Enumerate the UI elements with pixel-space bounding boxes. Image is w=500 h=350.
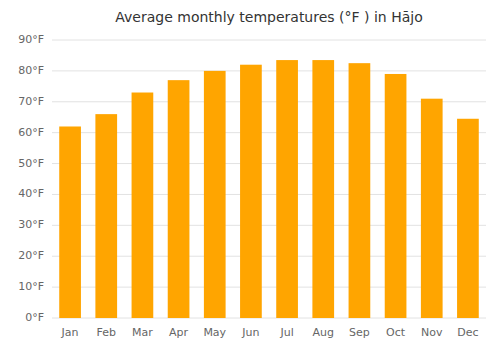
y-tick-label: 60°F	[18, 126, 44, 139]
y-tick-label: 0°F	[25, 311, 44, 324]
bar	[240, 65, 262, 318]
y-tick-label: 30°F	[18, 218, 44, 231]
y-tick-label: 80°F	[18, 64, 44, 77]
x-axis: Jan Feb Mar Apr May Jun Jul Aug Sep Oct Nov Dec	[61, 326, 479, 339]
bar	[421, 99, 443, 318]
x-tick-label: Jan	[61, 326, 79, 339]
y-axis: 0°F 10°F 20°F 30°F 40°F 50°F 60°F 70°F 80°F 90°F	[18, 33, 44, 324]
bar	[457, 119, 479, 318]
bar	[95, 114, 117, 318]
y-tick-label: 50°F	[18, 157, 44, 170]
chart: 0°F 10°F 20°F 30°F 40°F 50°F 60°F 70°F 80°F 90°F J…	[0, 0, 500, 350]
x-tick-label: May	[203, 326, 226, 339]
y-tick-label: 70°F	[18, 95, 44, 108]
x-tick-label: Nov	[421, 326, 443, 339]
y-tick-label: 20°F	[18, 249, 44, 262]
grid-line	[52, 40, 486, 41]
bar	[168, 80, 190, 318]
bar	[312, 60, 334, 318]
bar	[132, 93, 154, 318]
title: Average monthly temperatures (°F ) in Hā…	[115, 9, 422, 25]
x-tick-label: Aug	[313, 326, 334, 339]
x-tick-label: Jul	[279, 326, 293, 339]
x-tick-label: Feb	[97, 326, 116, 339]
bar	[385, 74, 407, 318]
x-tick-label: Sep	[349, 326, 370, 339]
x-tick-label: Oct	[386, 326, 406, 339]
chart-container: 0°F 10°F 20°F 30°F 40°F 50°F 60°F 70°F 80°F 90°F J…	[0, 0, 500, 350]
x-tick-label: Dec	[457, 326, 478, 339]
bars	[59, 60, 479, 318]
grid	[52, 40, 486, 318]
x-tick-label: Mar	[132, 326, 153, 339]
bar	[59, 126, 81, 318]
x-tick-label: Apr	[169, 326, 189, 339]
bar	[204, 71, 226, 318]
grid-line	[52, 70, 486, 71]
y-tick-label: 90°F	[18, 33, 44, 46]
x-tick-label: Jun	[241, 326, 259, 339]
bar	[349, 63, 371, 318]
y-tick-label: 40°F	[18, 187, 44, 200]
bar	[276, 60, 298, 318]
y-tick-label: 10°F	[18, 280, 44, 293]
